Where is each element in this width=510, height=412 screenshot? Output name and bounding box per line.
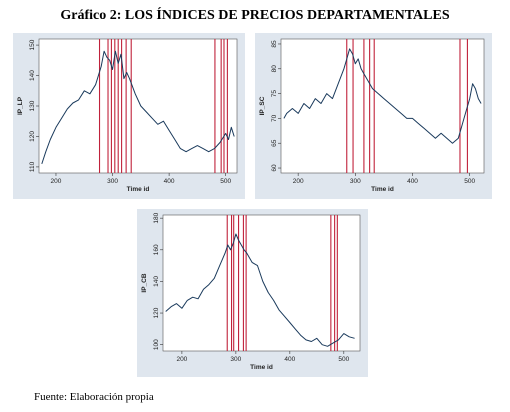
x-tick-label: 500: [220, 178, 231, 185]
y-tick-label: 110: [29, 161, 36, 172]
x-axis-label: Time id: [250, 364, 273, 371]
x-axis-label: Time id: [127, 186, 150, 193]
x-tick-label: 200: [176, 356, 187, 363]
plot-area: [38, 38, 238, 174]
x-tick-label: 400: [284, 356, 295, 363]
x-tick-label: 200: [51, 178, 62, 185]
y-tick-label: 80: [271, 65, 278, 73]
y-tick-label: 75: [271, 90, 278, 98]
chart-panel-ip-lp: 110 120 130 140 150 200 300 400 500 Time id IP_LP: [13, 33, 245, 199]
y-tick-label: 140: [153, 276, 160, 287]
x-tick-label: 300: [350, 178, 361, 185]
chart-title: Gráfico 2: LOS ÍNDICES DE PRECIOS DEPART…: [60, 8, 450, 23]
y-tick-label: 180: [153, 212, 160, 223]
source-note: Fuente: Elaboración propia: [34, 391, 154, 403]
x-tick-label: 500: [338, 356, 349, 363]
x-tick-label: 500: [464, 178, 475, 185]
x-tick-label: 400: [164, 178, 175, 185]
y-axis-label: IP_CB: [141, 273, 148, 292]
x-tick-label: 400: [407, 178, 418, 185]
chart-ip-sc: 60 65 70 75 80 85 200 300 400 500 Time id IP_SC: [259, 38, 485, 193]
x-axis-label: Time id: [371, 186, 394, 193]
y-tick-label: 160: [153, 244, 160, 255]
chart-panel-ip-sc: 60 65 70 75 80 85 200 300 400 500 Time id IP_SC: [255, 33, 492, 199]
y-tick-label: 130: [29, 100, 36, 111]
series-line: [165, 233, 355, 347]
y-tick-label: 70: [271, 114, 278, 122]
y-tick-label: 150: [29, 39, 36, 50]
series-line: [283, 48, 482, 144]
y-axis-label: IP_LP: [17, 96, 24, 115]
y-tick-label: 100: [153, 339, 160, 350]
y-tick-label: 65: [271, 139, 278, 147]
y-tick-label: 120: [153, 307, 160, 318]
y-tick-label: 85: [271, 40, 278, 48]
y-tick-label: 140: [29, 70, 36, 81]
plot-area: [280, 38, 485, 174]
chart-ip-lp: 110 120 130 140 150 200 300 400 500 Time id IP_LP: [17, 38, 238, 193]
y-tick-label: 60: [271, 164, 278, 172]
series-line: [41, 50, 235, 165]
x-tick-label: 300: [230, 356, 241, 363]
plot-area: [162, 214, 361, 352]
x-tick-label: 200: [293, 178, 304, 185]
chart-panel-ip-cb: 100 120 140 160 180 200 300 400 500 Time id IP_CB: [137, 209, 368, 377]
x-tick-label: 300: [107, 178, 118, 185]
y-axis-label: IP_SC: [259, 96, 266, 115]
chart-ip-cb: 100 120 140 160 180 200 300 400 500 Time id IP_CB: [141, 212, 361, 371]
y-tick-label: 120: [29, 131, 36, 142]
